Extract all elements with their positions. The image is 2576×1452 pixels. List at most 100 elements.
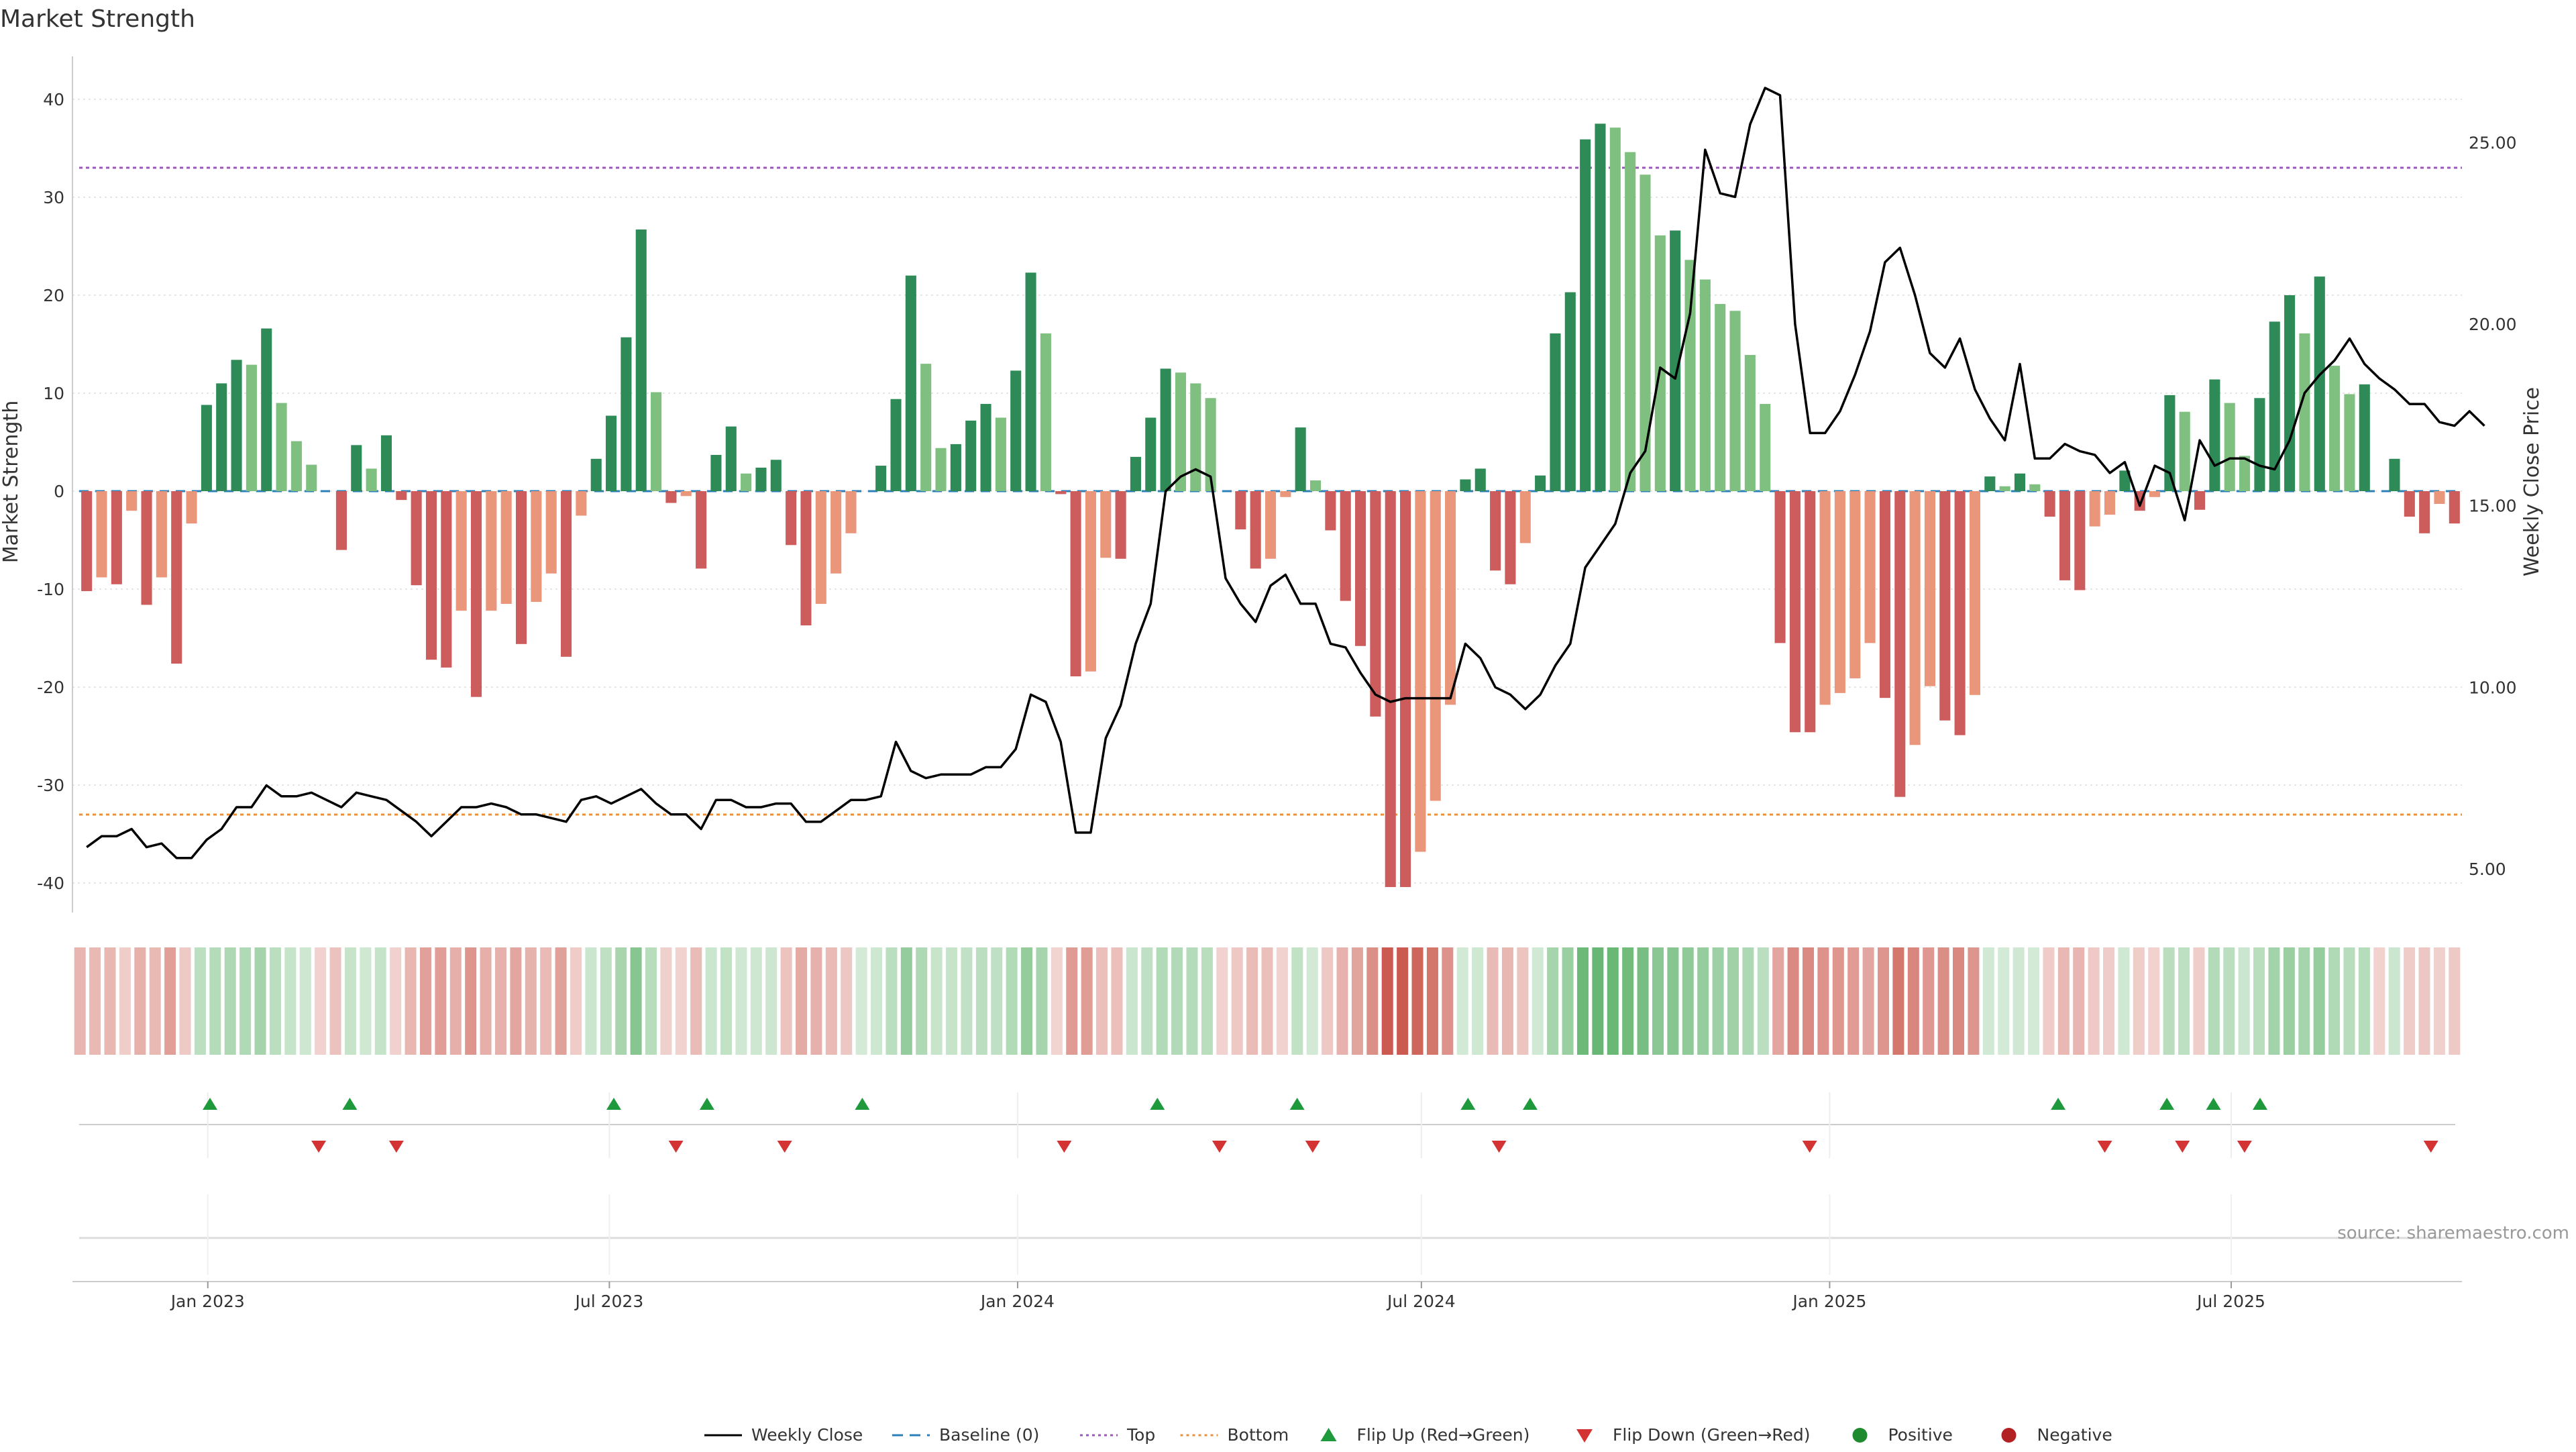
heat-cell bbox=[585, 947, 597, 1055]
heat-cell bbox=[390, 947, 402, 1055]
heat-cell bbox=[1036, 947, 1048, 1055]
heat-cell bbox=[946, 947, 958, 1055]
legend-swatch-triangle-down bbox=[1576, 1429, 1593, 1443]
heat-cell bbox=[1096, 947, 1108, 1055]
strength-bar bbox=[621, 337, 632, 491]
heat-cell bbox=[1006, 947, 1018, 1055]
strength-bar bbox=[665, 491, 677, 503]
heat-cell bbox=[630, 947, 642, 1055]
heat-cell bbox=[1306, 947, 1318, 1055]
strength-bar bbox=[1160, 368, 1171, 491]
legend-swatch-circle bbox=[2001, 1428, 2017, 1443]
strength-bar bbox=[531, 491, 542, 603]
flip-up-marker bbox=[1289, 1098, 1305, 1110]
flip-up-marker bbox=[606, 1098, 621, 1110]
heat-cell bbox=[916, 947, 928, 1055]
left-tick-label: 10 bbox=[43, 384, 64, 403]
heat-cell bbox=[1261, 947, 1273, 1055]
strength-bar bbox=[1805, 491, 1816, 733]
strength-bar bbox=[186, 491, 197, 524]
heat-cell bbox=[690, 947, 702, 1055]
heat-cell bbox=[465, 947, 477, 1055]
heat-cell bbox=[1622, 947, 1634, 1055]
heat-cell bbox=[1607, 947, 1619, 1055]
heat-cell bbox=[254, 947, 266, 1055]
strength-bar bbox=[1939, 491, 1951, 721]
strength-bar bbox=[1130, 456, 1141, 491]
heat-cell bbox=[1186, 947, 1198, 1055]
strength-bar bbox=[500, 491, 512, 604]
heat-cell bbox=[329, 947, 341, 1055]
heat-cell bbox=[1336, 947, 1348, 1055]
heat-cell bbox=[74, 947, 86, 1055]
heat-cell bbox=[1968, 947, 1980, 1055]
heat-cell bbox=[796, 947, 808, 1055]
heat-cell bbox=[1787, 947, 1799, 1055]
right-tick-label: 5.00 bbox=[2469, 860, 2506, 879]
left-tick-label: 0 bbox=[54, 482, 64, 501]
heat-cell bbox=[600, 947, 612, 1055]
lower-panel bbox=[79, 1194, 2455, 1275]
legend-label: Bottom bbox=[1228, 1425, 1289, 1445]
heat-cell bbox=[360, 947, 372, 1055]
strength-bar bbox=[1849, 491, 1861, 678]
strength-bar bbox=[171, 491, 182, 664]
heat-cell bbox=[1682, 947, 1694, 1055]
heat-cell bbox=[765, 947, 777, 1055]
strength-bar bbox=[980, 404, 991, 491]
strength-bar bbox=[741, 473, 752, 491]
heat-cell bbox=[1937, 947, 1949, 1055]
heat-cell bbox=[1291, 947, 1303, 1055]
heat-cell bbox=[885, 947, 898, 1055]
strength-bar bbox=[560, 491, 572, 657]
heat-cell bbox=[1532, 947, 1544, 1055]
strength-bar bbox=[96, 491, 107, 578]
heat-cell bbox=[675, 947, 687, 1055]
strength-bar bbox=[935, 448, 947, 491]
strength-bar bbox=[2119, 470, 2131, 491]
strength-bar bbox=[2449, 491, 2460, 524]
strength-bar bbox=[590, 458, 602, 491]
strength-bar bbox=[1640, 174, 1651, 491]
legend: Weekly Close Baseline (0) Top Bottom Flip Up… bbox=[704, 1425, 2112, 1445]
strength-bar bbox=[651, 392, 662, 491]
heat-cell bbox=[1892, 947, 1904, 1055]
flip-up-marker bbox=[203, 1098, 218, 1110]
strength-bar bbox=[2239, 456, 2251, 491]
flip-down-marker bbox=[1802, 1141, 1817, 1153]
strength-bar bbox=[2344, 394, 2355, 491]
heat-cell bbox=[239, 947, 252, 1055]
strength-bar bbox=[1924, 491, 1935, 686]
strength-bar bbox=[470, 491, 482, 697]
heat-cell bbox=[2268, 947, 2280, 1055]
strength-bar bbox=[1864, 491, 1876, 643]
heat-cell bbox=[825, 947, 837, 1055]
flip-down-marker bbox=[388, 1141, 404, 1153]
strength-bar bbox=[1010, 370, 1022, 491]
heat-cell bbox=[1126, 947, 1138, 1055]
strength-bar bbox=[1729, 311, 1741, 491]
strength-bar bbox=[770, 460, 782, 491]
flip-up-marker bbox=[1150, 1098, 1165, 1110]
strength-bar bbox=[1100, 491, 1112, 558]
strength-bar bbox=[1145, 417, 1157, 491]
x-tick-label: Jan 2024 bbox=[979, 1292, 1055, 1311]
heat-cell bbox=[2163, 947, 2175, 1055]
flip-down-marker bbox=[2237, 1141, 2252, 1153]
strength-bar bbox=[2149, 491, 2161, 497]
strength-bar bbox=[141, 491, 152, 605]
heat-cell bbox=[1712, 947, 1724, 1055]
right-tick-label: 10.00 bbox=[2469, 678, 2517, 697]
heat-cell bbox=[284, 947, 297, 1055]
strength-bar bbox=[126, 491, 138, 511]
strength-bar bbox=[2179, 411, 2190, 491]
strength-bar bbox=[2044, 491, 2055, 517]
strength-bar bbox=[1564, 292, 1576, 491]
heat-cell bbox=[1066, 947, 1078, 1055]
left-tick-label: -40 bbox=[37, 874, 64, 893]
heat-cell bbox=[2028, 947, 2040, 1055]
strength-bar bbox=[351, 445, 362, 491]
strength-bar bbox=[2314, 276, 2325, 491]
heat-cell bbox=[975, 947, 987, 1055]
heat-cell bbox=[2404, 947, 2416, 1055]
